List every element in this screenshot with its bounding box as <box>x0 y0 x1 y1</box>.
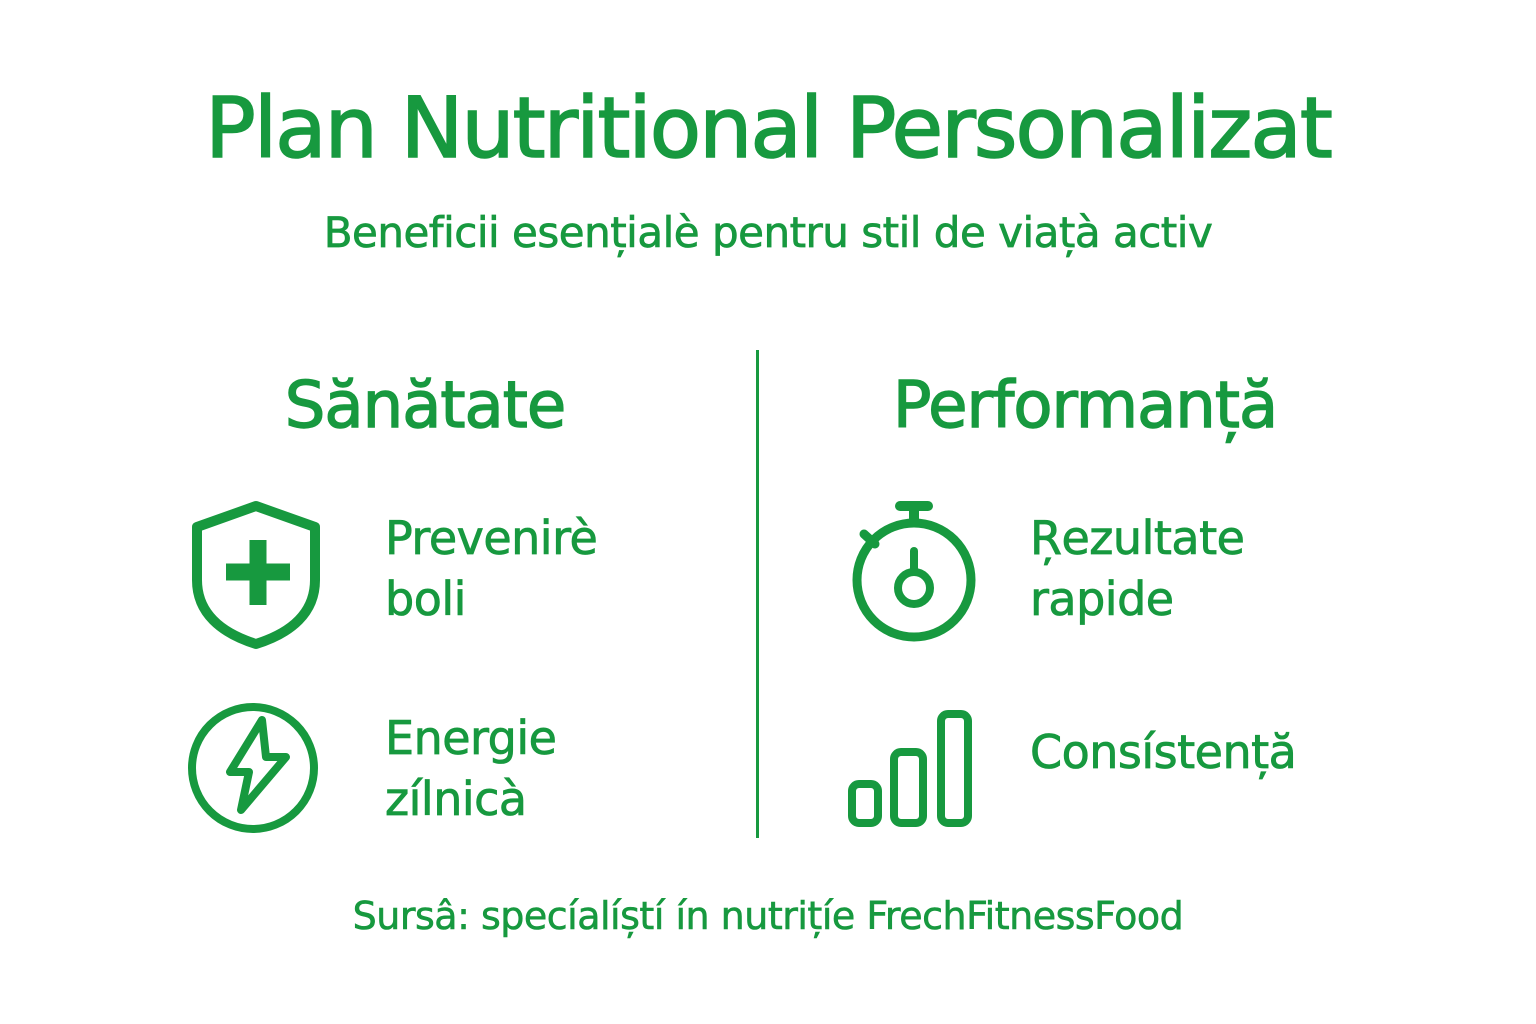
consistency-label: Consístență <box>1030 725 1298 780</box>
results-label: Ŗezultate rapide <box>1030 511 1246 627</box>
stopwatch-icon <box>850 495 980 655</box>
performance-column-heading: Performanță <box>892 369 1279 443</box>
page-subtitle: Beneficii esențialè pentru stil de viațà… <box>323 208 1213 258</box>
page-title: Plan Nutritional Personalizat <box>204 79 1333 177</box>
source-note: Sursâ: specíalíștí ín nutrițíe FrechFitn… <box>352 894 1184 939</box>
lightning-circle-icon <box>185 700 321 836</box>
shield-plus-icon <box>190 500 322 650</box>
energy-label: Energie zílnicà <box>385 711 558 827</box>
prevention-label: Prevenirè boli <box>385 511 599 627</box>
health-column-heading: Sănătate <box>284 369 567 443</box>
column-divider <box>756 350 759 838</box>
bar-chart-icon <box>845 705 975 830</box>
